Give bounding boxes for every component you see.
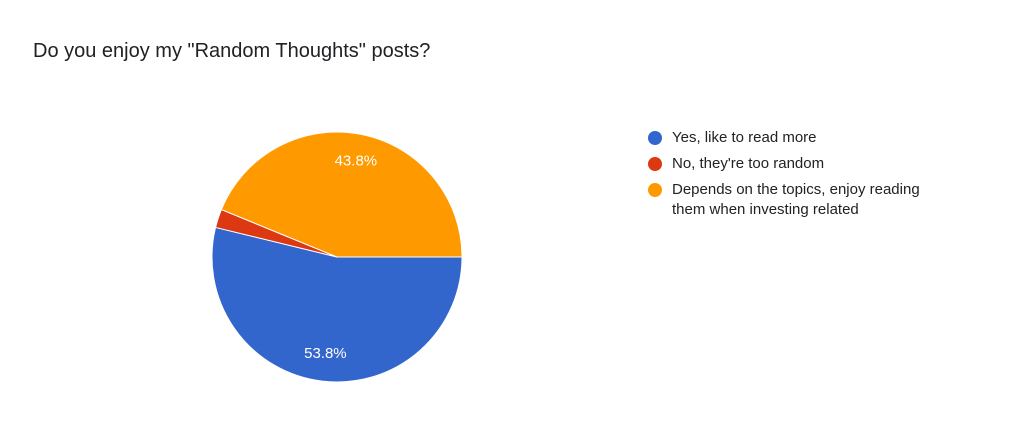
pie-slice: [211, 226, 463, 383]
legend-swatch: [648, 183, 662, 197]
pie-slice: [220, 131, 463, 258]
legend-label: Depends on the topics, enjoy reading the…: [672, 181, 920, 218]
legend-item: No, they're too random: [648, 154, 938, 174]
legend-swatch: [648, 157, 662, 171]
chart-title: Do you enjoy my "Random Thoughts" posts?: [33, 40, 430, 62]
legend-label: Yes, like to read more: [672, 129, 817, 146]
slice-label: 53.8%: [304, 345, 347, 362]
legend-item: Depends on the topics, enjoy reading the…: [648, 180, 938, 220]
slice-label: 43.8%: [335, 152, 378, 169]
legend-swatch: [648, 131, 662, 145]
legend-item: Yes, like to read more: [648, 128, 938, 148]
legend: Yes, like to read more No, they're too ra…: [648, 128, 938, 226]
legend-label: No, they're too random: [672, 155, 825, 172]
